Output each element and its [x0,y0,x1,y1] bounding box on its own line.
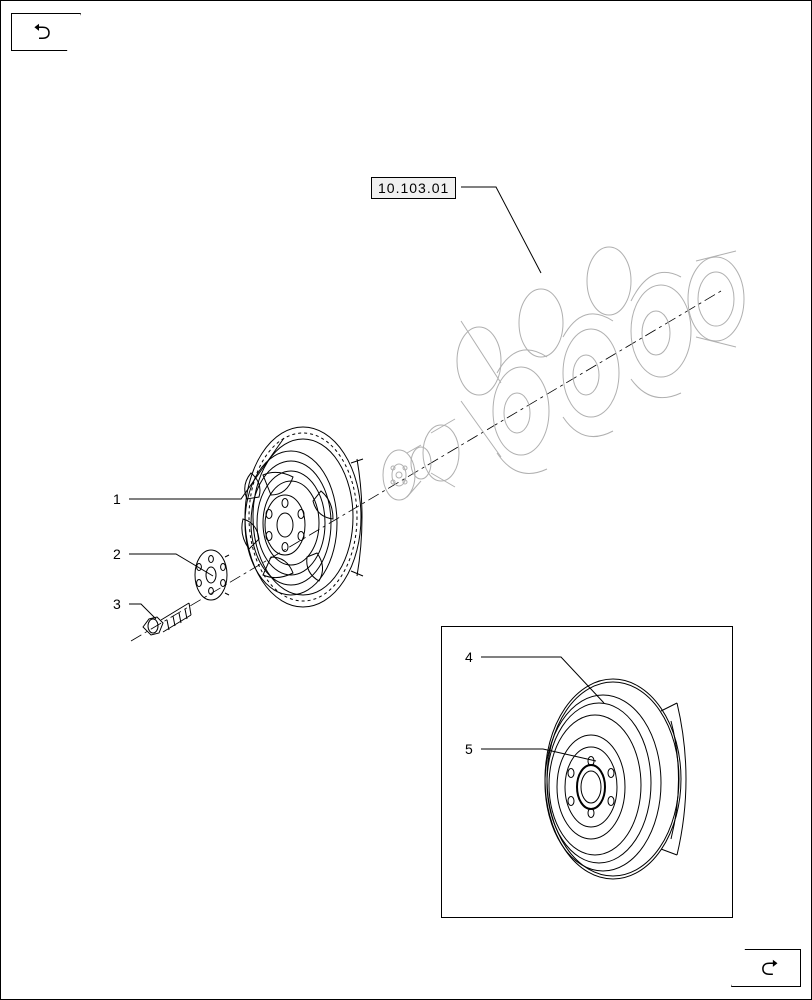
diagram-page: ⮌ ⮌ 10.103.01 [0,0,812,1000]
callout-4: 4 [465,649,473,665]
callout-3-label: 3 [113,596,121,612]
callout-1-label: 1 [113,491,121,507]
callout-4-label: 4 [465,649,473,665]
bolt [143,603,191,635]
callout-5: 5 [465,741,473,757]
callout-2-label: 2 [113,546,121,562]
callout-3: 3 [113,596,121,612]
callout-1: 1 [113,491,121,507]
callout-2: 2 [113,546,121,562]
callout-5-label: 5 [465,741,473,757]
pulley-main [242,427,363,607]
crankshaft-ghost [383,247,744,500]
inset-box [441,626,733,918]
